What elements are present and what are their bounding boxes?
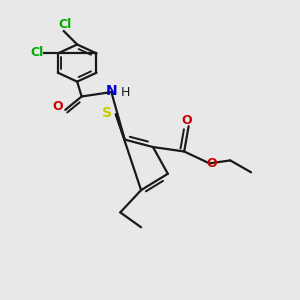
Text: S: S — [102, 106, 112, 120]
Text: Cl: Cl — [59, 18, 72, 31]
Text: N: N — [106, 84, 117, 98]
Text: Cl: Cl — [30, 46, 44, 59]
Text: O: O — [206, 157, 217, 170]
Text: H: H — [121, 85, 130, 98]
Text: O: O — [52, 100, 63, 113]
Text: O: O — [182, 114, 193, 127]
